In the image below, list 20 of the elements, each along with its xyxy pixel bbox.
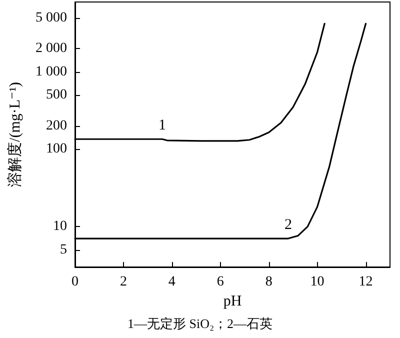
x-axis-title: pH bbox=[223, 293, 242, 310]
text: 1—无定形 SiO₂；2—石英 bbox=[127, 316, 273, 331]
x-tick-label: 8 bbox=[265, 274, 272, 290]
series-label: 2 bbox=[284, 217, 292, 234]
x-tick-label: 4 bbox=[168, 274, 176, 290]
y-tick-label: 100 bbox=[46, 142, 67, 157]
x-tick-label: 6 bbox=[216, 274, 224, 290]
y-tick-label: 2 000 bbox=[36, 41, 67, 56]
x-tick-label: 12 bbox=[358, 274, 373, 290]
series-label: 1 bbox=[158, 118, 166, 134]
x-tick-label: 10 bbox=[310, 274, 324, 290]
y-axis-title: 溶解度/(mg·L⁻¹) bbox=[6, 82, 24, 187]
x-tick-label: 0 bbox=[72, 274, 78, 290]
y-tick-label: 1 000 bbox=[36, 64, 67, 80]
x-tick-label: 2 bbox=[120, 274, 127, 290]
y-tick-label: 10 bbox=[53, 219, 67, 234]
y-tick-label: 5 000 bbox=[36, 10, 67, 26]
y-tick-label: 200 bbox=[46, 118, 67, 134]
y-tick-label: 500 bbox=[46, 88, 67, 103]
y-tick-label: 5 bbox=[60, 242, 67, 258]
